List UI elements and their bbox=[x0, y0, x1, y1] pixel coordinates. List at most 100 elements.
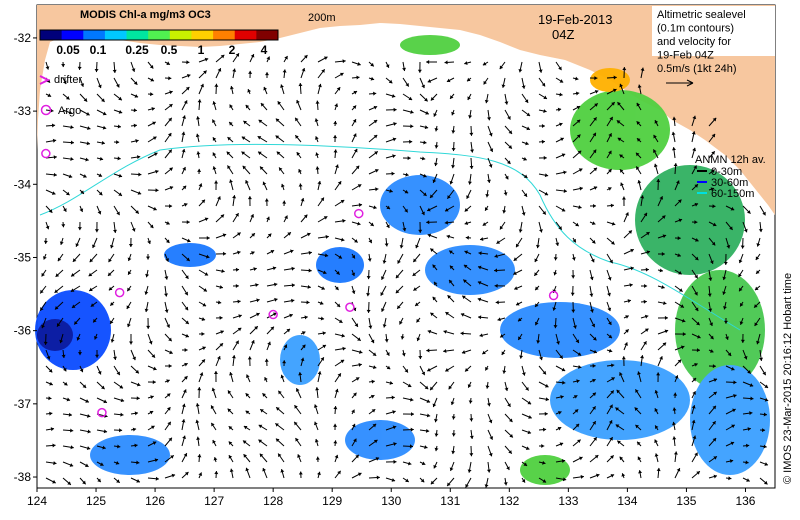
velocity-arrow-head bbox=[117, 444, 121, 449]
velocity-arrow-head bbox=[513, 257, 518, 261]
velocity-arrow-head bbox=[275, 135, 280, 139]
velocity-arrow-head bbox=[421, 84, 425, 89]
velocity-arrow-head bbox=[679, 288, 683, 292]
velocity-arrow-head bbox=[465, 483, 469, 488]
velocity-arrow-head bbox=[198, 183, 203, 187]
velocity-arrow-head bbox=[133, 123, 137, 128]
velocity-arrow-head bbox=[150, 92, 154, 97]
velocity-arrow-head bbox=[185, 320, 189, 324]
velocity-arrow-head bbox=[149, 64, 154, 69]
y-tick-label: -33 bbox=[14, 104, 32, 118]
velocity-arrow-head bbox=[595, 473, 600, 478]
velocity-arrow-head bbox=[166, 324, 170, 328]
velocity-arrow-head bbox=[357, 221, 361, 226]
colorbar-cell bbox=[169, 30, 192, 40]
velocity-arrow-head bbox=[137, 191, 142, 195]
velocity-arrow-head bbox=[643, 212, 648, 217]
velocity-arrow-head bbox=[708, 308, 713, 312]
velocity-arrow-head bbox=[227, 408, 232, 413]
velocity-arrow-head bbox=[264, 198, 269, 202]
velocity-arrow-head bbox=[692, 115, 697, 120]
velocity-arrow-head bbox=[589, 276, 594, 281]
velocity-arrow-head bbox=[87, 126, 91, 131]
velocity-arrow-head bbox=[61, 354, 66, 359]
velocity-arrow-head bbox=[334, 103, 339, 107]
velocity-arrow-head bbox=[553, 257, 558, 261]
velocity-arrow-head bbox=[508, 418, 513, 423]
velocity-arrow-head bbox=[451, 147, 456, 152]
velocity-arrow-head bbox=[53, 461, 57, 466]
velocity-arrow-head bbox=[463, 264, 468, 269]
velocity-arrow-head bbox=[729, 226, 733, 230]
velocity-arrow-head bbox=[220, 54, 225, 59]
velocity-arrow-head bbox=[433, 113, 438, 117]
velocity-arrow-head bbox=[694, 362, 698, 367]
velocity-arrow-head bbox=[254, 326, 258, 330]
velocity-arrow-head bbox=[229, 122, 233, 126]
velocity-arrow-head bbox=[354, 323, 358, 327]
velocity-arrow-head bbox=[635, 389, 639, 393]
velocity-arrow-head bbox=[313, 421, 318, 426]
velocity-arrow-head bbox=[405, 82, 409, 87]
velocity-arrow-head bbox=[424, 125, 429, 130]
velocity-arrow-head bbox=[373, 439, 378, 444]
velocity-arrow-head bbox=[677, 253, 681, 257]
velocity-arrow-head bbox=[467, 181, 472, 185]
velocity-arrow-head bbox=[611, 102, 615, 106]
velocity-arrow-head bbox=[424, 385, 429, 390]
velocity-arrow-head bbox=[468, 115, 473, 119]
velocity-arrow-head bbox=[407, 383, 412, 388]
velocity-arrow-head bbox=[167, 132, 172, 137]
x-tick-label: 130 bbox=[381, 494, 401, 508]
velocity-arrow-head bbox=[70, 428, 74, 433]
velocity-arrow-head bbox=[747, 370, 751, 374]
velocity-arrow-head bbox=[166, 61, 170, 65]
velocity-arrow-head bbox=[673, 163, 678, 167]
velocity-arrow-head bbox=[306, 300, 310, 305]
velocity-arrow-head bbox=[661, 215, 666, 219]
velocity-arrow-head bbox=[184, 362, 188, 367]
velocity-arrow-head bbox=[351, 409, 355, 414]
velocity-arrow-head bbox=[740, 339, 745, 343]
velocity-arrow-head bbox=[694, 291, 698, 296]
velocity-arrow-head bbox=[557, 426, 562, 431]
velocity-arrow-head bbox=[92, 244, 96, 249]
velocity-arrow-head bbox=[619, 154, 624, 158]
velocity-arrow-head bbox=[485, 385, 490, 389]
velocity-arrow-head bbox=[627, 299, 631, 303]
velocity-arrow-head bbox=[273, 282, 278, 287]
velocity-arrow-head bbox=[375, 457, 380, 461]
argo-icon bbox=[40, 104, 52, 116]
velocity-arrow-head bbox=[469, 435, 474, 439]
velocity-arrow-head bbox=[552, 307, 557, 311]
velocity-arrow-head bbox=[308, 250, 312, 255]
velocity-arrow-head bbox=[624, 342, 628, 346]
velocity-arrow-head bbox=[232, 195, 237, 199]
y-tick-label: -36 bbox=[14, 324, 32, 338]
velocity-arrow-head bbox=[712, 204, 716, 209]
velocity-arrow-head bbox=[228, 455, 233, 459]
velocity-arrow-head bbox=[407, 461, 412, 466]
velocity-arrow-head bbox=[171, 473, 176, 478]
velocity-arrow-head bbox=[749, 411, 753, 416]
velocity-arrow-head bbox=[115, 461, 120, 465]
velocity-arrow-head bbox=[608, 133, 612, 137]
chl-patch bbox=[90, 435, 170, 475]
velocity-arrow-head bbox=[415, 244, 419, 249]
velocity-arrow-head bbox=[499, 65, 504, 70]
velocity-arrow-head bbox=[97, 210, 102, 215]
velocity-arrow-head bbox=[227, 165, 231, 170]
velocity-arrow-head bbox=[120, 412, 124, 417]
velocity-arrow-head bbox=[127, 323, 131, 328]
velocity-arrow-head bbox=[93, 318, 97, 323]
velocity-arrow-head bbox=[464, 221, 469, 225]
velocity-arrow-head bbox=[201, 199, 205, 204]
velocity-arrow-head bbox=[352, 307, 357, 312]
velocity-arrow-head bbox=[197, 168, 202, 172]
velocity-arrow-head bbox=[212, 439, 216, 444]
velocity-arrow-head bbox=[200, 83, 204, 88]
velocity-arrow-head bbox=[184, 347, 188, 352]
velocity-arrow-head bbox=[426, 220, 430, 225]
